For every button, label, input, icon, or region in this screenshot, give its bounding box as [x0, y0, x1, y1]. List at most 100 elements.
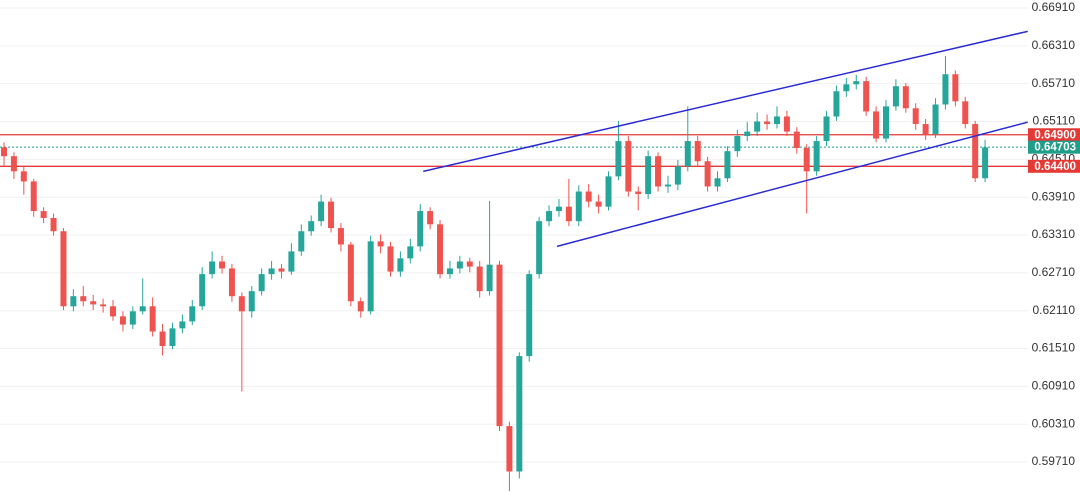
- candle-body: [546, 211, 553, 222]
- candle-body: [565, 206, 572, 222]
- candle-body: [932, 104, 939, 135]
- candle-body: [813, 141, 820, 172]
- candle-body: [258, 274, 265, 292]
- candle-body: [139, 306, 146, 312]
- candle-body: [526, 274, 533, 357]
- candle-body: [506, 426, 513, 472]
- candle-body: [645, 156, 652, 195]
- candle-body: [555, 206, 562, 212]
- price-label: 0.64900: [1034, 129, 1076, 141]
- candle-body: [50, 218, 57, 232]
- y-tick-label: 0.63910: [1032, 189, 1076, 203]
- candle-body: [882, 106, 889, 139]
- price-label-box: [1028, 140, 1080, 154]
- candle-body: [437, 224, 444, 275]
- candle-body: [308, 221, 315, 232]
- candle-body: [169, 328, 176, 347]
- candle-body: [942, 74, 949, 105]
- candle-body: [635, 191, 642, 195]
- candle-body: [902, 86, 909, 109]
- candle-body: [238, 296, 245, 312]
- candle-body: [585, 191, 592, 202]
- candle-body: [466, 261, 473, 267]
- candle-body: [843, 84, 850, 92]
- candle-body: [912, 108, 919, 125]
- candle-body: [110, 306, 117, 317]
- candle-body: [892, 86, 899, 107]
- y-tick-label: 0.59710: [1032, 454, 1076, 468]
- candle-body: [179, 321, 186, 329]
- candle-body: [853, 81, 860, 85]
- candle-body: [664, 184, 671, 187]
- candle-body: [833, 91, 840, 117]
- candle-body: [655, 156, 662, 187]
- candle-body: [922, 124, 929, 135]
- candle-body: [615, 141, 622, 177]
- candle-body: [982, 147, 989, 179]
- candle-body: [80, 296, 87, 302]
- y-tick-label: 0.63310: [1032, 227, 1076, 241]
- price-label: 0.64703: [1034, 142, 1076, 154]
- candle-body: [10, 156, 17, 172]
- candle-body: [100, 304, 107, 307]
- candle-body: [90, 301, 97, 305]
- candle-body: [209, 261, 216, 275]
- price-label-box: [1028, 128, 1080, 142]
- candle-body: [714, 178, 721, 187]
- candle-body: [30, 181, 37, 212]
- candle-body: [357, 301, 364, 312]
- candle-body: [694, 141, 701, 162]
- y-tick-label: 0.65710: [1032, 76, 1076, 90]
- candle-body: [754, 121, 761, 132]
- price-label-box: [1028, 159, 1080, 173]
- candle-body: [129, 311, 136, 325]
- candle-body: [119, 316, 126, 325]
- candle-body: [962, 101, 969, 125]
- candle-body: [674, 166, 681, 185]
- candle-body: [347, 244, 354, 302]
- candle-body: [952, 74, 959, 102]
- candle-body: [219, 261, 226, 269]
- candle-body: [476, 266, 483, 292]
- candle-body: [575, 191, 582, 222]
- candle-body: [595, 201, 602, 207]
- candle-body: [823, 116, 830, 142]
- candle-body: [387, 246, 394, 272]
- candle-body: [873, 111, 880, 139]
- candle-body: [40, 211, 47, 219]
- candle-body: [456, 261, 463, 269]
- candle-body: [367, 241, 374, 312]
- candle-body: [288, 251, 295, 272]
- candle-body: [605, 176, 612, 207]
- candle-body: [228, 268, 235, 297]
- price-label: 0.64400: [1034, 161, 1076, 173]
- candle-body: [773, 116, 780, 125]
- candle-body: [60, 231, 67, 307]
- trendline: [556, 121, 1028, 248]
- candle-body: [298, 231, 305, 252]
- candle-body: [724, 151, 731, 179]
- candle-body: [1, 147, 7, 157]
- y-tick-label: 0.60910: [1032, 379, 1076, 393]
- candle-body: [744, 131, 751, 137]
- y-tick-label: 0.65110: [1033, 114, 1076, 128]
- candle-body: [803, 148, 810, 172]
- candle-body: [496, 264, 503, 427]
- candle-body: [536, 221, 543, 275]
- candle-body: [337, 228, 344, 245]
- candle-body: [159, 331, 166, 347]
- candle-body: [70, 296, 77, 307]
- candle-body: [704, 161, 711, 187]
- candle-body: [516, 356, 523, 472]
- candle-body: [248, 291, 255, 312]
- candle-body: [397, 258, 404, 272]
- candle-body: [684, 141, 691, 167]
- y-tick-label: 0.62110: [1033, 303, 1076, 317]
- candle-body: [863, 81, 870, 112]
- candle-body: [278, 268, 285, 272]
- candle-body: [199, 274, 206, 307]
- candle-body: [407, 246, 414, 259]
- y-tick-label: 0.60310: [1032, 416, 1076, 430]
- candle-body: [318, 201, 325, 222]
